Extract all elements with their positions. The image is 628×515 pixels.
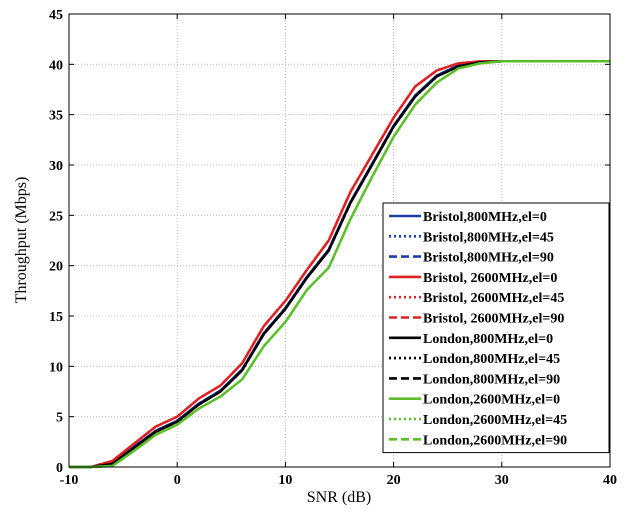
series-line-london-2600mhz-el-90 xyxy=(69,60,610,469)
legend-label-london-800mhz-el-0: London,800MHz,el=0 xyxy=(423,332,553,347)
legend-label-london-2600mhz-el-45: London,2600MHz,el=45 xyxy=(423,413,567,428)
series-line-bristol-2600mhz-el-90 xyxy=(69,60,610,469)
y-tick-label: 40 xyxy=(49,58,63,73)
series-lines xyxy=(69,60,610,469)
legend-label-london-800mhz-el-90: London,800MHz,el=90 xyxy=(423,372,560,387)
x-tick-label: 0 xyxy=(174,473,181,488)
y-tick-label: 35 xyxy=(49,109,63,124)
y-tick-label: 20 xyxy=(49,260,63,275)
legend-label-london-2600mhz-el-90: London,2600MHz,el=90 xyxy=(423,433,567,448)
legend-box xyxy=(382,202,610,454)
legend-label-bristol-2600mhz-el-90: Bristol, 2600MHz,el=90 xyxy=(423,312,564,327)
legend-label-bristol-2600mhz-el-0: Bristol, 2600MHz,el=0 xyxy=(423,271,557,286)
y-tick-label: 10 xyxy=(49,360,63,375)
legend-label-london-2600mhz-el-0: London,2600MHz,el=0 xyxy=(423,393,560,408)
y-tick-label: 0 xyxy=(56,461,63,476)
legend-label-bristol-800mhz-el-45: Bristol,800MHz,el=45 xyxy=(423,230,554,245)
plot-frame xyxy=(68,13,611,468)
legend-label-bristol-800mhz-el-0: Bristol,800MHz,el=0 xyxy=(423,210,547,225)
legend: Bristol,800MHz,el=0 Bristol,800MHz,el=45 B… xyxy=(382,202,610,454)
x-tick-label: 40 xyxy=(603,473,617,488)
y-tick-label: 30 xyxy=(49,159,63,174)
legend-label-london-800mhz-el-45: London,800MHz,el=45 xyxy=(423,352,560,367)
x-axis-label: SNR (dB) xyxy=(307,489,371,506)
y-axis-ticks: 0 5 10 15 20 25 30 35 40 45 xyxy=(49,8,610,476)
y-tick-label: 5 xyxy=(56,411,63,426)
y-tick-label: 25 xyxy=(49,209,63,224)
legend-label-bristol-2600mhz-el-45: Bristol, 2600MHz,el=45 xyxy=(423,291,564,306)
y-tick-label: 45 xyxy=(49,8,63,23)
series-line-london-800mhz-el-45 xyxy=(69,60,610,469)
y-axis-label: Throughput (Mbps) xyxy=(13,177,30,304)
x-tick-label: -10 xyxy=(60,473,79,488)
y-tick-label: 15 xyxy=(49,310,63,325)
legend-label-bristol-800mhz-el-90: Bristol,800MHz,el=90 xyxy=(423,251,554,266)
x-axis-ticks: -10 0 10 20 30 40 xyxy=(60,14,617,488)
x-tick-label: 20 xyxy=(387,473,401,488)
x-tick-label: 30 xyxy=(495,473,509,488)
x-tick-label: 10 xyxy=(278,473,292,488)
